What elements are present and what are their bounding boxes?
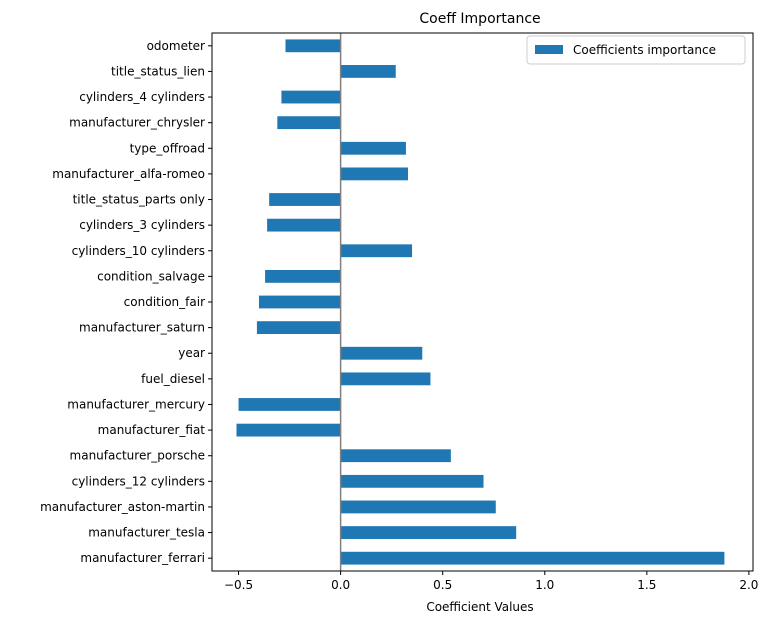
- y-tick-label: year: [178, 346, 205, 360]
- y-axis: odometer title_status_lien cylinders_4 cyl…: [40, 39, 212, 565]
- y-tick-label: manufacturer_mercury: [67, 397, 205, 411]
- chart-title: Coeff Importance: [419, 11, 540, 27]
- x-tick-label: −0.5: [224, 578, 253, 592]
- x-axis: −0.5 0.0 0.5 1.0 1.5 2.0: [224, 571, 758, 592]
- x-tick-label: 0.0: [331, 578, 350, 592]
- bar-manufacturer-aston-martin: [340, 500, 496, 514]
- y-tick-label: manufacturer_chrysler: [69, 116, 205, 130]
- y-tick-label: condition_fair: [124, 295, 205, 309]
- bar-title-status-parts-only: [269, 193, 341, 206]
- y-tick-label: manufacturer_ferrari: [80, 551, 205, 565]
- bar-manufacturer-chrysler: [277, 116, 341, 130]
- y-tick-label: cylinders_10 cylinders: [72, 244, 205, 258]
- bar-fuel-diesel: [340, 372, 431, 386]
- y-tick-label: manufacturer_saturn: [79, 321, 205, 335]
- x-tick-label: 2.0: [739, 578, 758, 592]
- y-tick-label: cylinders_3 cylinders: [79, 218, 205, 232]
- y-tick-label: manufacturer_porsche: [70, 449, 205, 463]
- legend-label: Coefficients importance: [573, 43, 716, 57]
- bar-cylinders-12-cylinders: [340, 474, 484, 488]
- y-tick-label: odometer: [147, 39, 205, 53]
- y-tick-label: title_status_lien: [111, 64, 205, 78]
- y-tick-label: manufacturer_fiat: [98, 423, 206, 437]
- x-tick-label: 1.5: [637, 578, 656, 592]
- bar-type-offroad: [340, 141, 406, 155]
- x-tick-label: 1.0: [535, 578, 554, 592]
- bar-cylinders-10-cylinders: [340, 244, 413, 258]
- bar-manufacturer-porsche: [340, 449, 451, 463]
- bar-manufacturer-fiat: [236, 423, 341, 437]
- y-tick-label: fuel_diesel: [141, 372, 205, 386]
- y-tick-label: manufacturer_alfa-romeo: [52, 167, 205, 181]
- y-tick-label: type_offroad: [130, 141, 205, 155]
- y-tick-label: condition_salvage: [97, 269, 205, 283]
- bar-manufacturer-mercury: [238, 398, 341, 411]
- bar-manufacturer-alfa-romeo: [340, 167, 408, 181]
- x-tick-label: 0.5: [433, 578, 452, 592]
- bars-group: [236, 39, 725, 565]
- bar-manufacturer-saturn: [256, 321, 341, 335]
- bar-manufacturer-ferrari: [340, 551, 725, 565]
- bar-cylinders-3-cylinders: [267, 218, 341, 232]
- x-axis-title: Coefficient Values: [426, 600, 533, 614]
- y-tick-label: manufacturer_aston-martin: [40, 500, 205, 514]
- bar-condition-salvage: [265, 269, 341, 283]
- bar-year: [340, 346, 423, 360]
- legend-frame: [526, 35, 746, 65]
- legend-swatch: [535, 45, 563, 54]
- y-tick-label: cylinders_12 cylinders: [72, 474, 205, 488]
- bar-odometer: [285, 39, 341, 53]
- bar-title-status-lien: [340, 65, 396, 78]
- legend: Coefficients importance: [526, 35, 746, 65]
- y-tick-label: cylinders_4 cylinders: [79, 90, 205, 104]
- bar-condition-fair: [258, 295, 341, 309]
- bar-manufacturer-tesla: [340, 526, 517, 539]
- bar-cylinders-4-cylinders: [281, 90, 341, 104]
- y-tick-label: manufacturer_tesla: [88, 526, 205, 540]
- y-tick-label: title_status_parts only: [73, 193, 205, 207]
